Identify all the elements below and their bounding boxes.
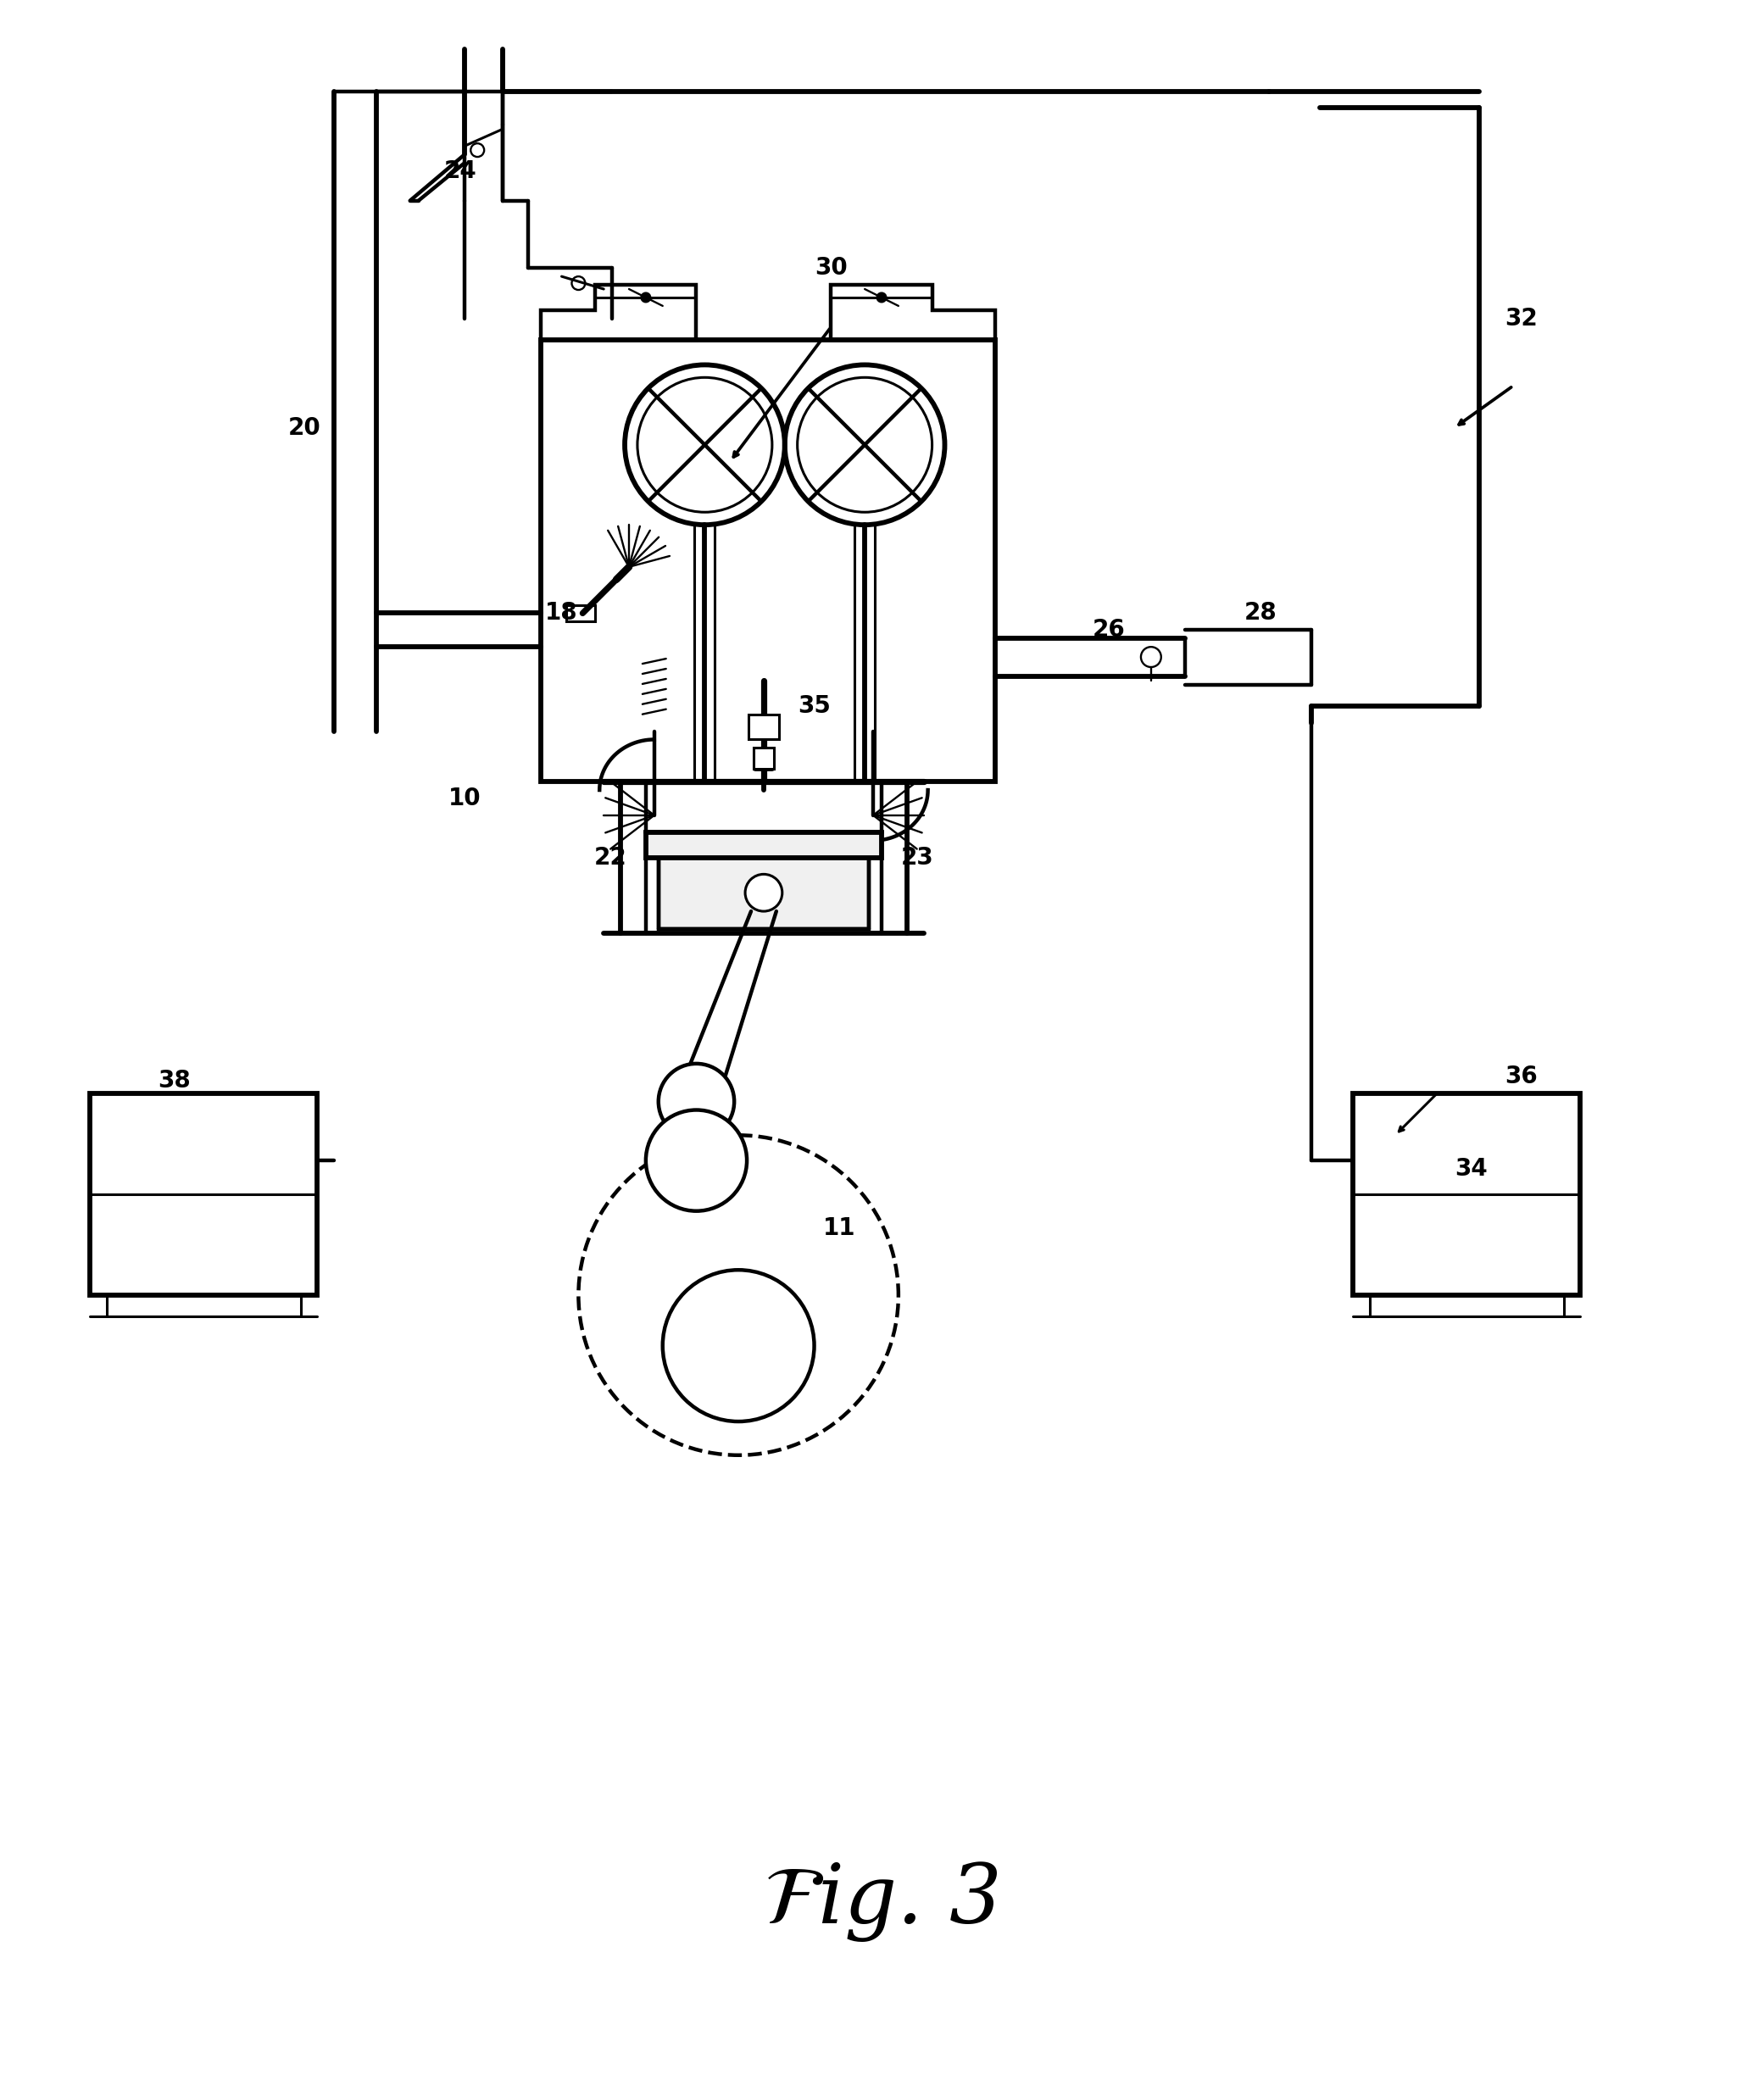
Bar xyxy=(540,340,995,782)
Text: 24: 24 xyxy=(445,159,476,182)
Circle shape xyxy=(744,874,781,912)
Bar xyxy=(658,858,870,929)
Text: 32: 32 xyxy=(1505,306,1538,331)
Circle shape xyxy=(877,294,886,302)
Bar xyxy=(748,715,780,740)
Circle shape xyxy=(1141,646,1161,667)
Text: 30: 30 xyxy=(815,256,847,279)
Circle shape xyxy=(646,1109,746,1210)
Text: 20: 20 xyxy=(288,415,321,440)
Text: 11: 11 xyxy=(824,1216,856,1239)
Text: 18: 18 xyxy=(545,602,579,625)
Text: 36: 36 xyxy=(1505,1065,1538,1088)
Text: 22: 22 xyxy=(594,845,626,870)
Bar xyxy=(646,833,882,858)
Text: 23: 23 xyxy=(900,845,933,870)
Text: 28: 28 xyxy=(1244,602,1277,625)
Text: 35: 35 xyxy=(797,694,831,717)
Circle shape xyxy=(663,1271,815,1422)
Text: 38: 38 xyxy=(157,1069,191,1093)
Bar xyxy=(566,604,594,621)
Circle shape xyxy=(658,1063,734,1139)
Text: 10: 10 xyxy=(448,786,482,809)
Text: $\mathcal{F}$ig. 3: $\mathcal{F}$ig. 3 xyxy=(764,1860,998,1944)
Text: 34: 34 xyxy=(1455,1158,1487,1181)
Bar xyxy=(90,1093,318,1296)
Bar xyxy=(1353,1093,1581,1296)
Circle shape xyxy=(642,294,649,302)
Bar xyxy=(753,749,774,770)
Text: 26: 26 xyxy=(1092,619,1125,642)
